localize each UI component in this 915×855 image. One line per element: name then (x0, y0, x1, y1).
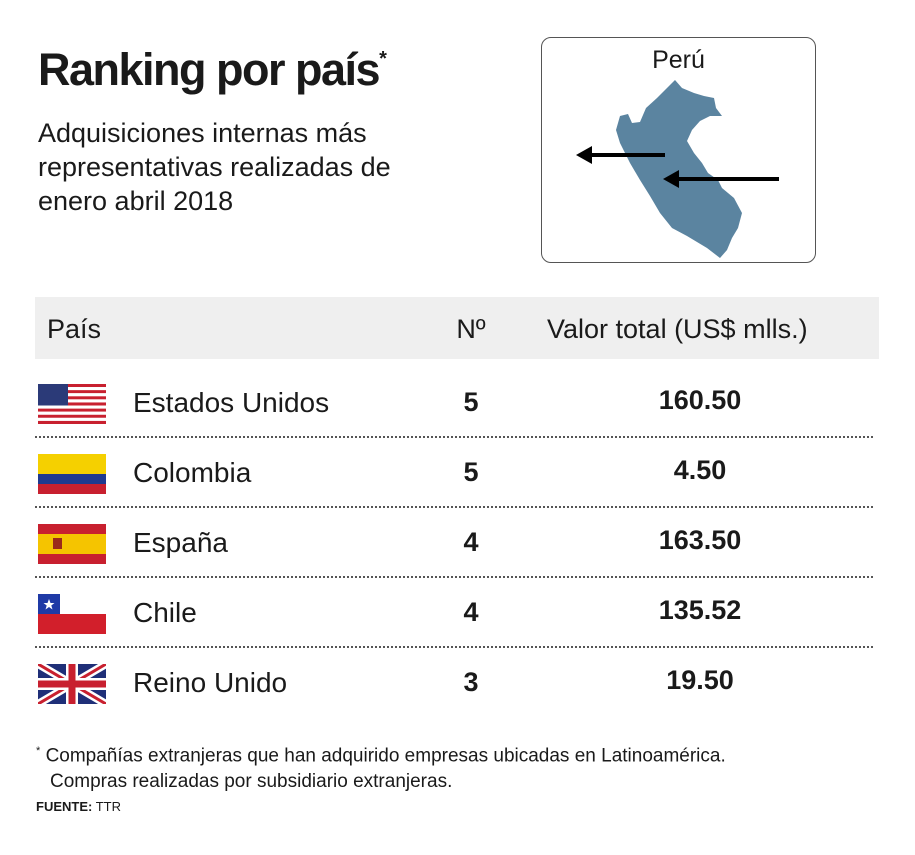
table-row: Chile 4 135.52 (35, 579, 879, 649)
total-value: 19.50 (666, 665, 734, 695)
country-name: Chile (133, 597, 197, 628)
source-value: TTR (95, 799, 122, 814)
colombia-flag-icon (38, 454, 106, 494)
page-title: Ranking por país* (38, 44, 387, 96)
country-name: Reino Unido (133, 667, 288, 698)
subtitle: Adquisiciones internas más representativ… (38, 118, 391, 216)
table-row: España 4 163.50 (35, 509, 879, 579)
table-row: Colombia 5 4.50 (35, 439, 879, 509)
country-name: Colombia (133, 457, 252, 488)
footnote-line-2: Compras realizadas por subsidiario extra… (50, 771, 453, 793)
acquisition-count: 5 (463, 387, 479, 417)
usa-flag-icon (38, 384, 106, 424)
column-header-count: Nº (456, 314, 486, 344)
arrow-head (663, 170, 679, 188)
uk-flag-icon (38, 664, 106, 704)
column-header-value: Valor total (US$ mlls.) (547, 314, 808, 344)
chile-flag-icon (38, 594, 106, 634)
source-label: FUENTE: (36, 799, 93, 814)
title-text: Ranking por país (38, 44, 381, 95)
acquisition-count: 5 (463, 457, 479, 487)
title-asterisk: * (379, 48, 387, 70)
footnote-asterisk: * (36, 745, 41, 757)
peru-map-icon (576, 80, 779, 258)
row-divider (35, 506, 873, 508)
footnote-text-1: Compañías extranjeras que han adquirido … (45, 745, 726, 767)
total-value: 163.50 (658, 525, 742, 555)
column-header-country: País (47, 314, 102, 344)
total-value: 4.50 (673, 455, 727, 485)
country-name: Estados Unidos (133, 387, 330, 418)
total-value: 135.52 (658, 595, 742, 625)
row-divider (35, 576, 873, 578)
table-row: Estados Unidos 5 160.50 (35, 369, 879, 439)
peru-shape (616, 80, 742, 258)
peru-map-box: Perú (541, 37, 816, 263)
country-name: España (133, 527, 228, 558)
spain-flag-icon (38, 524, 106, 564)
source: FUENTE: TTR (36, 799, 121, 814)
footnote-line-1: * Compañías extranjeras que han adquirid… (36, 738, 726, 769)
table-row: Reino Unido 3 19.50 (35, 649, 879, 719)
footnote: * Compañías extranjeras que han adquirid… (36, 738, 726, 795)
acquisition-count: 4 (463, 597, 479, 627)
arrow-head (576, 146, 592, 164)
total-value: 160.50 (658, 385, 742, 415)
map-label: Perú (652, 46, 705, 74)
table-header: País Nº Valor total (US$ mlls.) (35, 297, 879, 359)
row-divider (35, 436, 873, 438)
acquisition-count: 4 (463, 527, 479, 557)
acquisition-count: 3 (463, 667, 479, 697)
row-divider (35, 646, 873, 648)
